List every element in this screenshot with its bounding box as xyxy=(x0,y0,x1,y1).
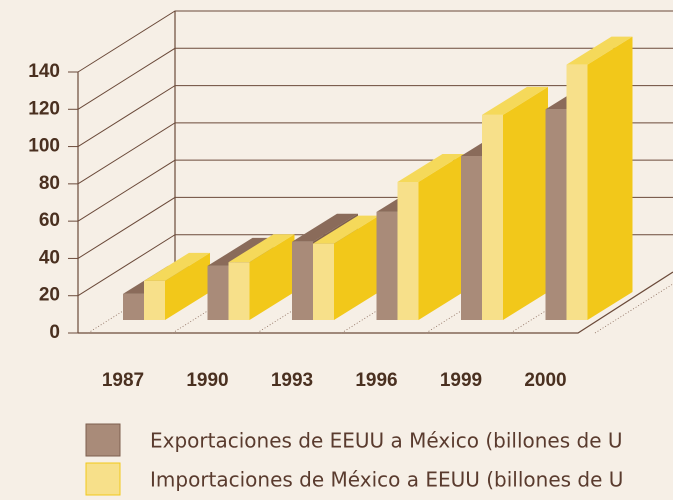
bar xyxy=(482,86,548,320)
bar xyxy=(228,234,295,320)
x-tick-label: 1990 xyxy=(186,370,228,391)
grid-line xyxy=(77,47,673,110)
y-tick-label: 100 xyxy=(28,136,60,157)
y-tick-label: 120 xyxy=(28,98,60,119)
bar xyxy=(144,252,210,320)
bar-side xyxy=(418,154,464,320)
legend-label: Importaciones de México a EEUU (billones… xyxy=(150,468,623,492)
grid-line xyxy=(77,85,673,147)
bar-side xyxy=(587,36,633,320)
bar-front xyxy=(228,262,250,320)
bar-front xyxy=(566,64,588,320)
bar-front xyxy=(144,280,165,320)
floor-line xyxy=(594,283,673,334)
bar-front xyxy=(461,155,482,320)
bar-top xyxy=(313,215,379,244)
y-tick-label: 60 xyxy=(39,210,60,231)
floor-edge xyxy=(78,271,673,334)
x-tick-label: 1987 xyxy=(102,370,144,391)
x-tick-label: 1999 xyxy=(440,370,482,391)
x-tick-label: 1993 xyxy=(271,370,313,391)
legend-swatch xyxy=(85,423,121,457)
bar-side xyxy=(503,86,548,320)
y-tick-label: 140 xyxy=(28,61,60,82)
bar-top xyxy=(228,234,295,263)
bar-front xyxy=(482,114,503,320)
bar-side xyxy=(249,234,295,320)
bar-front xyxy=(292,241,313,320)
bar-side xyxy=(334,215,379,320)
x-tick-label: 2000 xyxy=(524,370,566,391)
y-tick-label: 0 xyxy=(49,322,60,343)
bar-front xyxy=(123,293,144,320)
bar-front xyxy=(207,265,229,320)
y-tick-label: 40 xyxy=(39,247,60,268)
y-tick-label: 80 xyxy=(39,173,60,194)
bar-front xyxy=(376,211,398,320)
bar-front xyxy=(397,182,419,320)
axes xyxy=(77,11,673,334)
bar-top xyxy=(144,252,210,281)
legend-label: Exportaciones de EEUU a México (billones… xyxy=(150,429,623,453)
bar-side xyxy=(165,252,210,320)
bar-top xyxy=(397,154,464,183)
bar-top xyxy=(566,36,633,65)
bar-top xyxy=(482,86,548,115)
x-tick-label: 1996 xyxy=(355,370,397,391)
legend-swatch xyxy=(85,462,121,496)
bar xyxy=(566,36,633,320)
bar xyxy=(313,215,379,320)
grid-line xyxy=(77,10,673,73)
bar-top xyxy=(292,213,358,242)
bar xyxy=(397,154,464,320)
bar-front xyxy=(545,109,567,320)
bar-front xyxy=(313,243,334,320)
y-tick-label: 20 xyxy=(39,285,60,306)
